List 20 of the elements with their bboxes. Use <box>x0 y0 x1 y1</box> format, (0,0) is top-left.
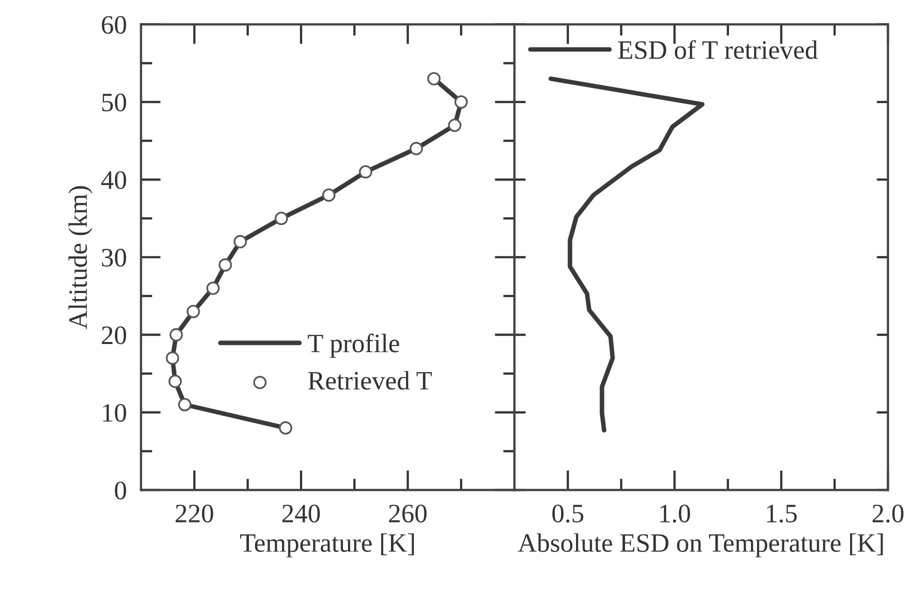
legend-label: T profile <box>308 334 400 358</box>
x-tick-label: 240 <box>282 504 320 522</box>
x-tick-label: 1.5 <box>767 504 797 523</box>
y-tick-label: 20 <box>102 326 126 344</box>
x-axis-title: Absolute ESD on Temperature [K] <box>518 533 883 558</box>
x-axis-title: Temperature [K] <box>240 533 414 558</box>
y-tick-label: 10 <box>103 404 126 422</box>
y-axis-title: Altitude (km) <box>68 186 92 330</box>
y-tick-label: 30 <box>102 248 126 267</box>
x-tick-label: 260 <box>389 504 427 522</box>
y-tick-label: 50 <box>102 94 126 112</box>
x-tick-label: 2.0 <box>872 504 904 523</box>
x-tick-label: 1.0 <box>660 504 690 523</box>
legend-label: ESD of T retrieved <box>618 40 818 59</box>
y-tick-label: 40 <box>101 171 126 190</box>
y-tick-label: 0 <box>114 482 126 500</box>
y-tick-label: 60 <box>102 16 126 34</box>
legend-label: Retrieved T <box>308 371 432 390</box>
x-tick-label: 0.5 <box>552 504 584 523</box>
x-tick-label: 220 <box>176 504 214 522</box>
